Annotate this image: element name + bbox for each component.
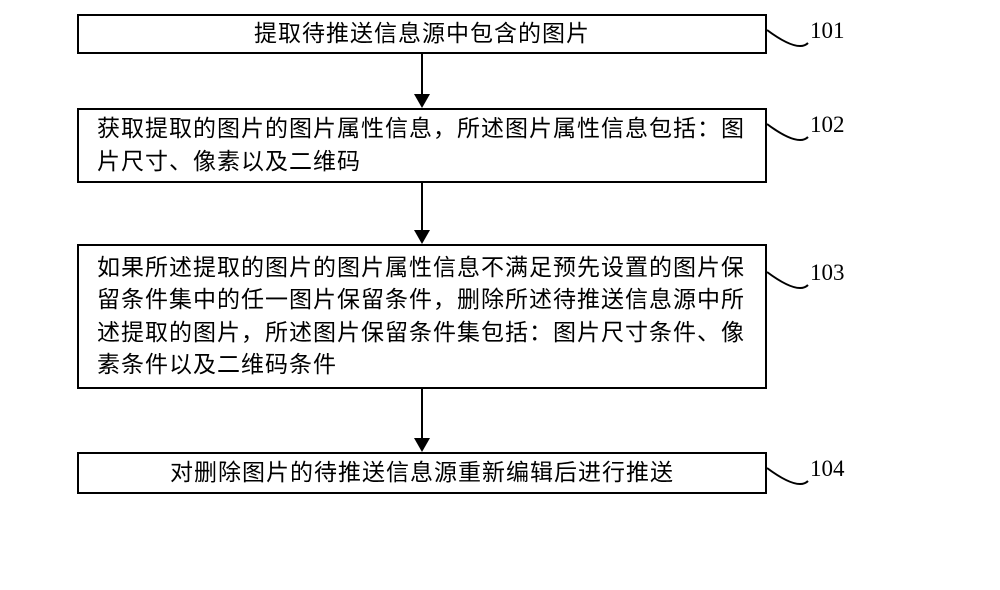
flow-node-4-hook	[0, 0, 1000, 590]
flow-node-4-label: 104	[810, 456, 845, 482]
flowchart-canvas: 提取待推送信息源中包含的图片 101 获取提取的图片的图片属性信息，所述图片属性…	[0, 0, 1000, 590]
